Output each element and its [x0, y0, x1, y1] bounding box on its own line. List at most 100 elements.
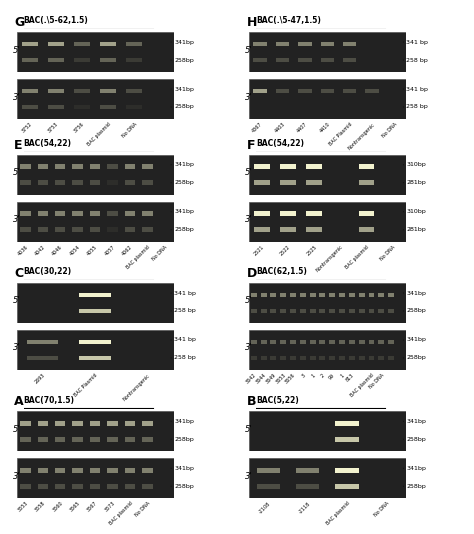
- Text: 3656: 3656: [284, 373, 297, 385]
- Bar: [378, 340, 384, 344]
- Text: C: C: [14, 267, 23, 280]
- Bar: [73, 421, 83, 426]
- Text: 5': 5': [245, 425, 253, 434]
- Bar: [90, 468, 100, 473]
- Bar: [125, 211, 135, 216]
- Bar: [79, 340, 111, 344]
- Bar: [349, 309, 355, 313]
- Bar: [257, 468, 280, 473]
- Text: 341bp: 341bp: [174, 87, 194, 91]
- Bar: [310, 309, 316, 313]
- Text: No DNA: No DNA: [134, 501, 151, 518]
- Bar: [378, 356, 384, 360]
- Bar: [296, 484, 319, 489]
- Bar: [251, 293, 257, 297]
- Bar: [254, 211, 270, 216]
- Text: 310bp: 310bp: [406, 209, 426, 214]
- Text: 341bp: 341bp: [406, 419, 426, 423]
- Bar: [90, 421, 100, 426]
- Text: Nontransgenic: Nontransgenic: [122, 373, 151, 402]
- Text: 5': 5': [13, 425, 20, 434]
- Text: 3': 3': [13, 92, 20, 101]
- Text: 5': 5': [245, 168, 253, 177]
- Text: 341bp: 341bp: [406, 337, 426, 342]
- Text: BAC(5,22): BAC(5,22): [256, 396, 299, 405]
- Bar: [37, 164, 48, 169]
- Text: 341 bp: 341 bp: [174, 290, 196, 295]
- Bar: [388, 309, 394, 313]
- Text: No DNA: No DNA: [381, 122, 398, 139]
- Bar: [22, 42, 37, 46]
- Text: 99: 99: [328, 373, 336, 380]
- Text: 4407: 4407: [296, 122, 309, 134]
- Text: 258bp: 258bp: [174, 105, 194, 109]
- Text: BAC(54,22): BAC(54,22): [24, 139, 72, 148]
- Bar: [125, 468, 135, 473]
- Bar: [253, 58, 267, 62]
- Text: D: D: [246, 267, 257, 280]
- Text: 4062: 4062: [121, 245, 134, 257]
- Bar: [271, 340, 276, 344]
- Bar: [306, 227, 322, 232]
- Bar: [142, 437, 153, 442]
- Bar: [339, 309, 345, 313]
- Bar: [73, 468, 83, 473]
- Bar: [22, 105, 37, 109]
- Bar: [74, 105, 90, 109]
- Text: BAC(62,1.5): BAC(62,1.5): [256, 268, 307, 277]
- Text: BAC(30,22): BAC(30,22): [24, 268, 72, 277]
- Bar: [127, 89, 142, 93]
- Bar: [335, 484, 359, 489]
- Bar: [280, 211, 296, 216]
- Text: 341bp: 341bp: [406, 466, 426, 470]
- Bar: [90, 180, 100, 185]
- Bar: [251, 309, 257, 313]
- Bar: [127, 42, 142, 46]
- Bar: [349, 340, 355, 344]
- Bar: [306, 164, 322, 169]
- Bar: [310, 356, 316, 360]
- Bar: [20, 484, 30, 489]
- Bar: [276, 42, 289, 46]
- Bar: [125, 421, 135, 426]
- Bar: [251, 356, 257, 360]
- Bar: [79, 309, 111, 313]
- Bar: [125, 227, 135, 232]
- Bar: [319, 340, 325, 344]
- Bar: [27, 356, 58, 360]
- Bar: [300, 309, 306, 313]
- Bar: [79, 293, 111, 297]
- Text: BAC plasmid: BAC plasmid: [350, 373, 375, 398]
- Text: 4403: 4403: [273, 122, 286, 134]
- Text: Nontransgenic: Nontransgenic: [315, 245, 344, 273]
- Bar: [73, 484, 83, 489]
- Bar: [107, 468, 118, 473]
- Bar: [319, 356, 325, 360]
- Bar: [280, 180, 296, 185]
- Text: 3756: 3756: [73, 122, 85, 134]
- Text: No DNA: No DNA: [379, 245, 396, 262]
- Text: BAC plasmid: BAC plasmid: [86, 122, 112, 147]
- Bar: [22, 89, 37, 93]
- Bar: [100, 89, 116, 93]
- Text: Nontransgenic: Nontransgenic: [347, 122, 376, 151]
- Bar: [107, 164, 118, 169]
- Bar: [280, 309, 286, 313]
- Text: 3': 3': [245, 92, 253, 101]
- Bar: [369, 293, 374, 297]
- Bar: [378, 293, 384, 297]
- Text: 4057: 4057: [104, 245, 116, 257]
- Text: 1: 1: [340, 373, 346, 379]
- Bar: [107, 211, 118, 216]
- Bar: [280, 164, 296, 169]
- Bar: [388, 293, 394, 297]
- Bar: [37, 211, 48, 216]
- Text: 341 bp: 341 bp: [406, 87, 428, 91]
- Text: 3567: 3567: [86, 501, 99, 513]
- Bar: [74, 58, 90, 62]
- Bar: [90, 437, 100, 442]
- Bar: [359, 293, 365, 297]
- Text: BAC Plasmid: BAC Plasmid: [73, 373, 99, 398]
- Bar: [125, 180, 135, 185]
- Bar: [290, 340, 296, 344]
